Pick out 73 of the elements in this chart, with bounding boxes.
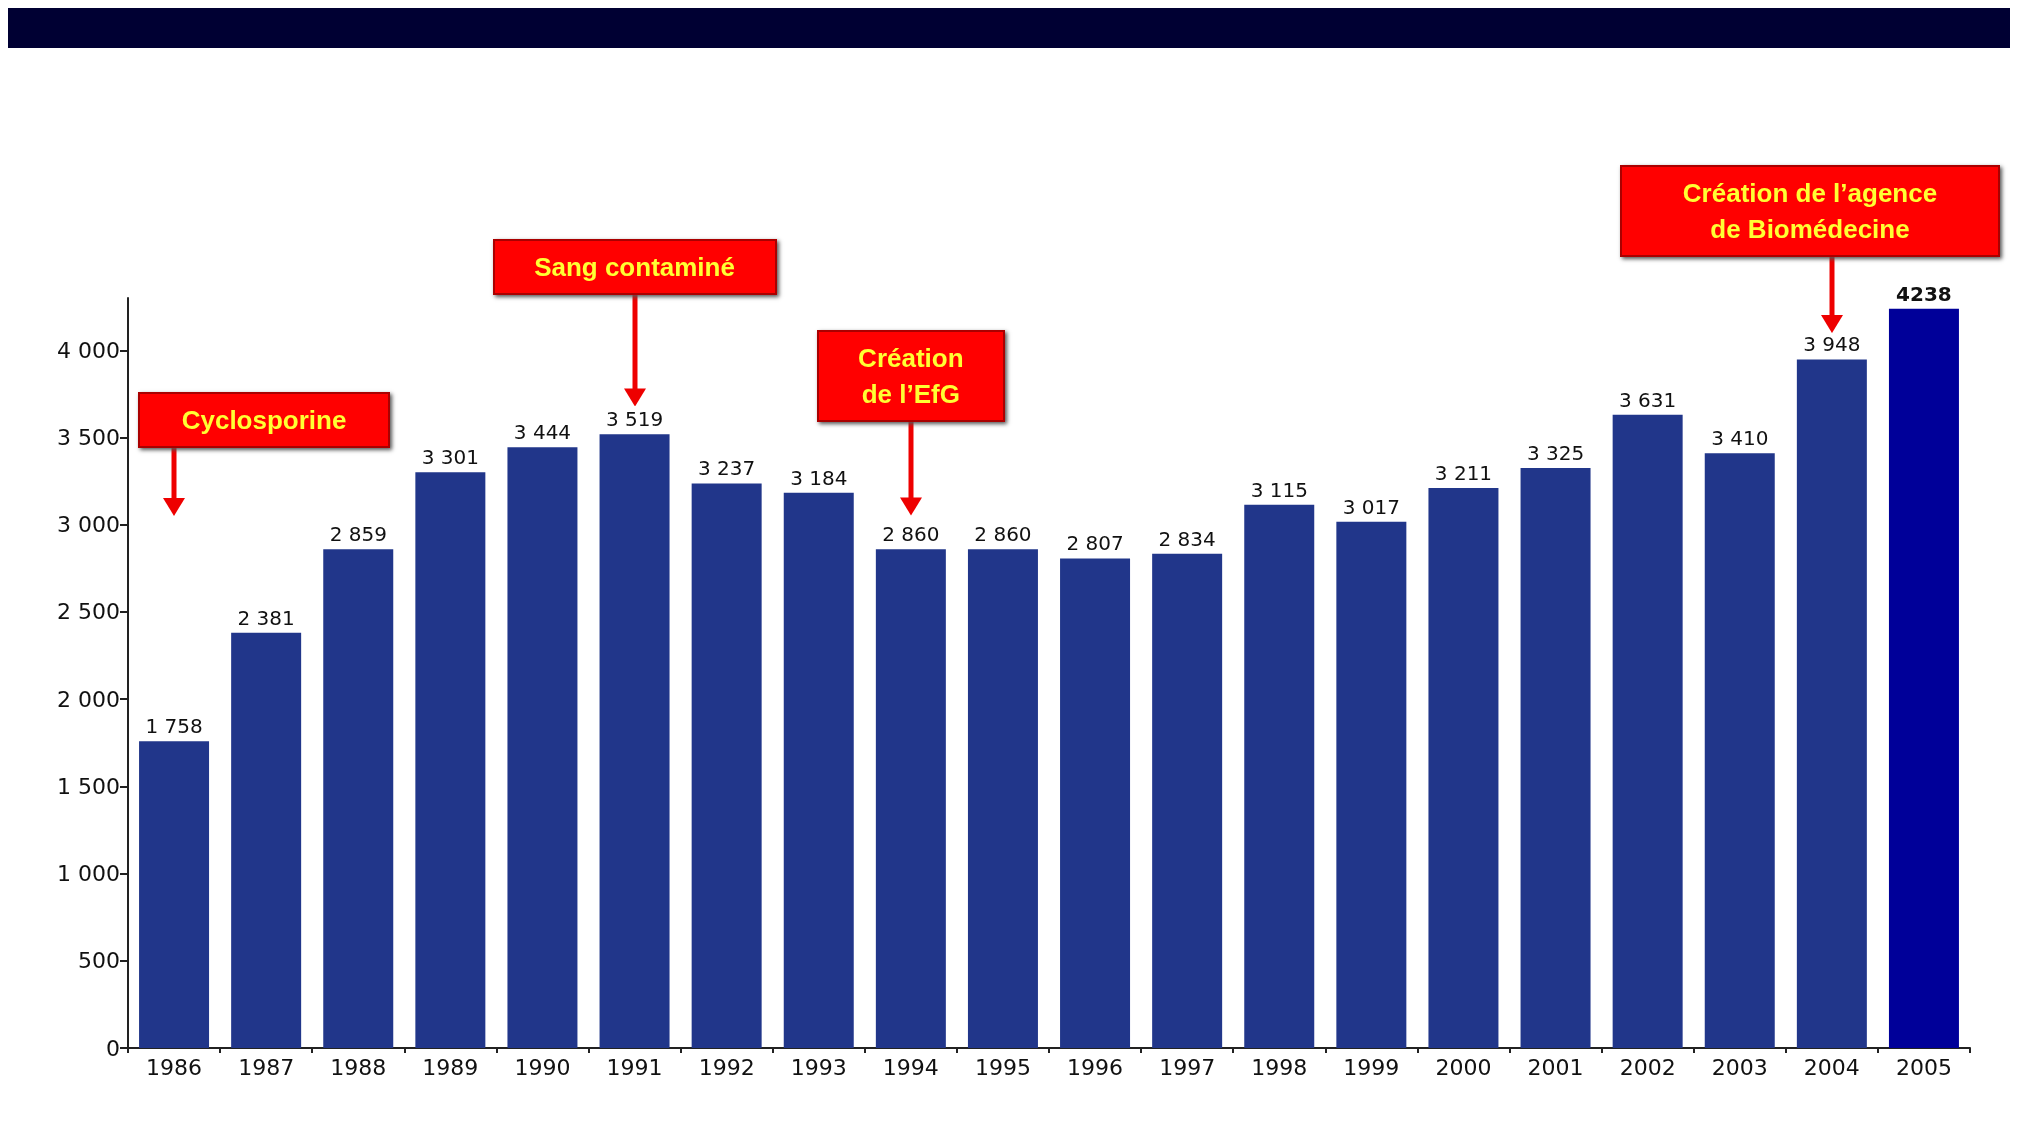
x-tick-label: 1997 [1159,1054,1216,1080]
x-tick-label: 2002 [1619,1054,1676,1080]
bar [1520,468,1591,1048]
data-label: 2 807 [1066,531,1124,556]
data-label: 2 834 [1158,526,1216,551]
y-tick-label: 4 000 [57,337,120,363]
bar [139,741,210,1048]
data-label: 3 184 [790,465,848,490]
y-tick-label: 3 000 [57,512,120,538]
bar [967,549,1038,1048]
data-label: 3 631 [1619,387,1677,412]
x-tick-label: 1995 [974,1054,1031,1080]
data-label: 2 860 [882,522,940,547]
x-tick-label: 1986 [146,1054,203,1080]
x-tick-label: 1991 [606,1054,663,1080]
callout: Création de l’EfG [816,330,1005,423]
callout: Création de l’agence de Biomédecine [1620,164,2000,257]
x-tick-label: 1999 [1343,1054,1400,1080]
y-tick-label: 0 [106,1035,120,1061]
bar [875,549,946,1048]
y-tick-label: 500 [78,948,120,974]
y-tick-label: 2 500 [57,599,120,625]
bar [691,483,762,1048]
y-tick-label: 2 000 [57,686,120,712]
data-label: 3 410 [1711,426,1769,451]
data-label: 1 758 [145,714,203,739]
x-tick-label: 1996 [1067,1054,1124,1080]
data-label: 2 860 [974,522,1032,547]
data-label: 2 381 [237,605,295,630]
bar [1428,487,1499,1048]
x-tick-label: 1989 [422,1054,479,1080]
x-tick-label: 2000 [1435,1054,1492,1080]
data-label: 3 444 [513,420,572,445]
callout: Cyclosporine [138,392,391,449]
bar [1152,553,1223,1048]
bar [1336,521,1407,1048]
x-tick-label: 2004 [1803,1054,1860,1080]
bar [1704,453,1775,1048]
bar [1060,558,1131,1048]
data-label: 3 948 [1803,332,1861,357]
data-label: 3 301 [421,445,479,470]
data-label: 3 519 [605,407,664,432]
data-label: 3 211 [1434,460,1493,485]
x-tick-label: 1990 [514,1054,571,1080]
x-tick-label: 2005 [1895,1054,1952,1080]
bar [1244,504,1315,1048]
callout: Sang contaminé [492,238,777,295]
x-tick-label: 1988 [330,1054,387,1080]
data-label: 2 859 [329,522,387,547]
bar [507,447,578,1048]
x-tick-label: 2001 [1527,1054,1584,1080]
y-tick-label: 1 000 [57,861,120,887]
bar [323,549,394,1048]
x-tick-label: 1987 [238,1054,295,1080]
x-tick-label: 1992 [698,1054,755,1080]
y-tick-label: 1 500 [57,773,120,799]
x-tick-label: 1993 [790,1054,847,1080]
data-label: 3 017 [1342,494,1400,519]
bar [1612,414,1683,1048]
data-label: 3 237 [698,456,756,481]
data-label: 4238 [1896,281,1952,306]
data-label: 3 325 [1526,441,1585,466]
y-tick-label: 3 500 [57,425,120,451]
bar [1796,359,1867,1048]
bar [231,632,302,1048]
x-tick-label: 2003 [1711,1054,1768,1080]
data-label: 3 115 [1250,477,1308,502]
x-tick-label: 1994 [882,1054,939,1080]
bar [599,434,670,1048]
bar [415,472,486,1048]
bar [1888,308,1959,1048]
x-tick-label: 1998 [1251,1054,1308,1080]
bar [783,492,854,1048]
